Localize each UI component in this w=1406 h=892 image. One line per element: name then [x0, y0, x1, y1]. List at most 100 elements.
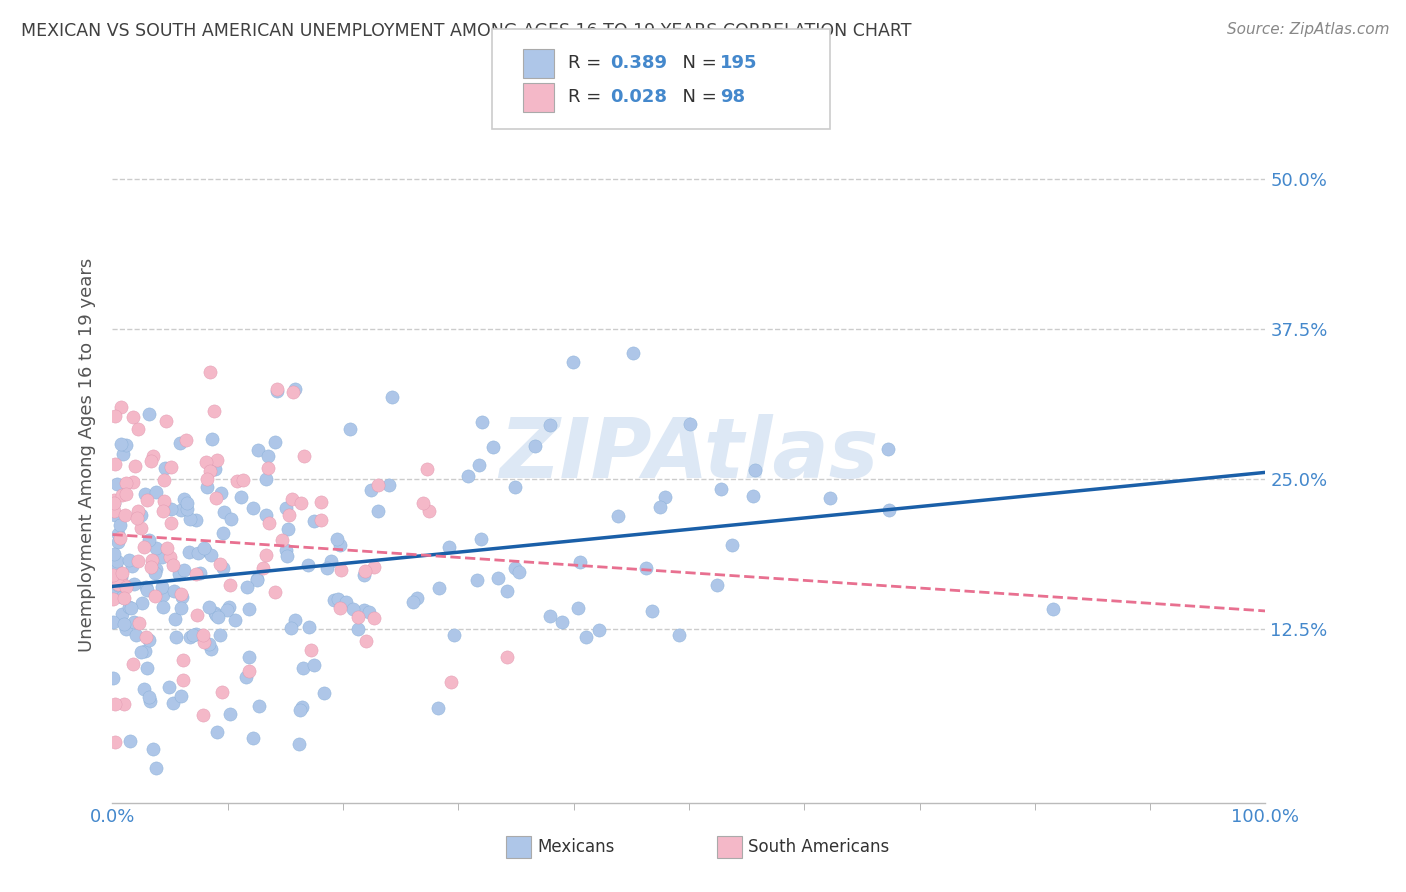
Point: [103, 496, 125, 510]
Point: [125, 510, 148, 524]
Point: [139, 694, 162, 708]
Point: [125, 628, 148, 642]
Point: [218, 599, 240, 614]
Text: N =: N =: [671, 88, 723, 106]
Point: [127, 554, 149, 568]
Point: [173, 492, 195, 507]
Point: [112, 577, 135, 591]
Point: [607, 509, 630, 524]
Point: [457, 469, 479, 483]
Point: [252, 560, 274, 574]
Point: [156, 541, 179, 555]
Point: [101, 568, 124, 582]
Point: [538, 418, 561, 433]
Point: [170, 600, 193, 615]
Point: [236, 580, 259, 594]
Point: [142, 449, 165, 463]
Point: [246, 443, 269, 458]
Point: [110, 570, 132, 584]
Point: [169, 689, 191, 703]
Point: [114, 508, 136, 522]
Point: [145, 761, 167, 775]
Point: [291, 699, 314, 714]
Point: [204, 607, 226, 621]
Point: [153, 474, 176, 488]
Point: [121, 558, 143, 573]
Point: [107, 573, 129, 587]
Point: [181, 628, 204, 642]
Point: [155, 414, 177, 428]
Point: [150, 549, 173, 564]
Point: [104, 508, 127, 523]
Text: R =: R =: [568, 54, 607, 72]
Point: [312, 686, 335, 700]
Point: [107, 526, 129, 541]
Point: [138, 690, 160, 705]
Point: [127, 422, 149, 436]
Point: [162, 696, 184, 710]
Point: [215, 603, 238, 617]
Point: [128, 615, 150, 630]
Point: [292, 449, 315, 463]
Point: [129, 508, 152, 522]
Point: [315, 561, 337, 575]
Point: [650, 500, 672, 514]
Point: [346, 610, 368, 624]
Point: [195, 455, 218, 469]
Point: [118, 600, 141, 615]
Point: [443, 628, 465, 642]
Point: [346, 622, 368, 636]
Point: [283, 385, 305, 400]
Point: [309, 513, 332, 527]
Point: [101, 615, 124, 630]
Point: [169, 436, 191, 450]
Point: [159, 549, 181, 564]
Point: [353, 568, 375, 582]
Point: [440, 674, 463, 689]
Point: [508, 565, 530, 579]
Text: R =: R =: [568, 88, 607, 106]
Point: [205, 491, 228, 505]
Point: [416, 461, 439, 475]
Point: [121, 410, 143, 425]
Point: [117, 553, 139, 567]
Point: [254, 472, 277, 486]
Point: [170, 590, 193, 604]
Point: [264, 435, 287, 450]
Point: [299, 643, 322, 657]
Point: [157, 680, 180, 694]
Point: [135, 493, 157, 508]
Point: [153, 494, 176, 508]
Point: [232, 473, 254, 487]
Point: [104, 409, 127, 424]
Point: [104, 457, 127, 471]
Point: [101, 671, 124, 685]
Y-axis label: Unemployment Among Ages 16 to 19 years: Unemployment Among Ages 16 to 19 years: [77, 258, 96, 652]
Point: [219, 512, 242, 526]
Point: [292, 661, 315, 675]
Point: [176, 496, 198, 510]
Point: [111, 566, 134, 581]
Point: [641, 604, 664, 618]
Point: [111, 590, 134, 604]
Point: [254, 548, 277, 562]
Point: [328, 592, 350, 607]
Point: [184, 513, 207, 527]
Point: [104, 697, 127, 711]
Point: [160, 502, 183, 516]
Point: [363, 559, 385, 574]
Point: [134, 487, 156, 501]
Point: [284, 382, 307, 396]
Point: [575, 630, 598, 644]
Point: [200, 548, 222, 562]
Point: [742, 489, 765, 503]
Point: [198, 365, 221, 379]
Point: [288, 703, 311, 717]
Point: [284, 613, 307, 627]
Point: [486, 571, 509, 585]
Point: [503, 561, 526, 575]
Text: N =: N =: [671, 54, 723, 72]
Point: [107, 577, 129, 591]
Point: [621, 346, 644, 360]
Point: [174, 433, 197, 447]
